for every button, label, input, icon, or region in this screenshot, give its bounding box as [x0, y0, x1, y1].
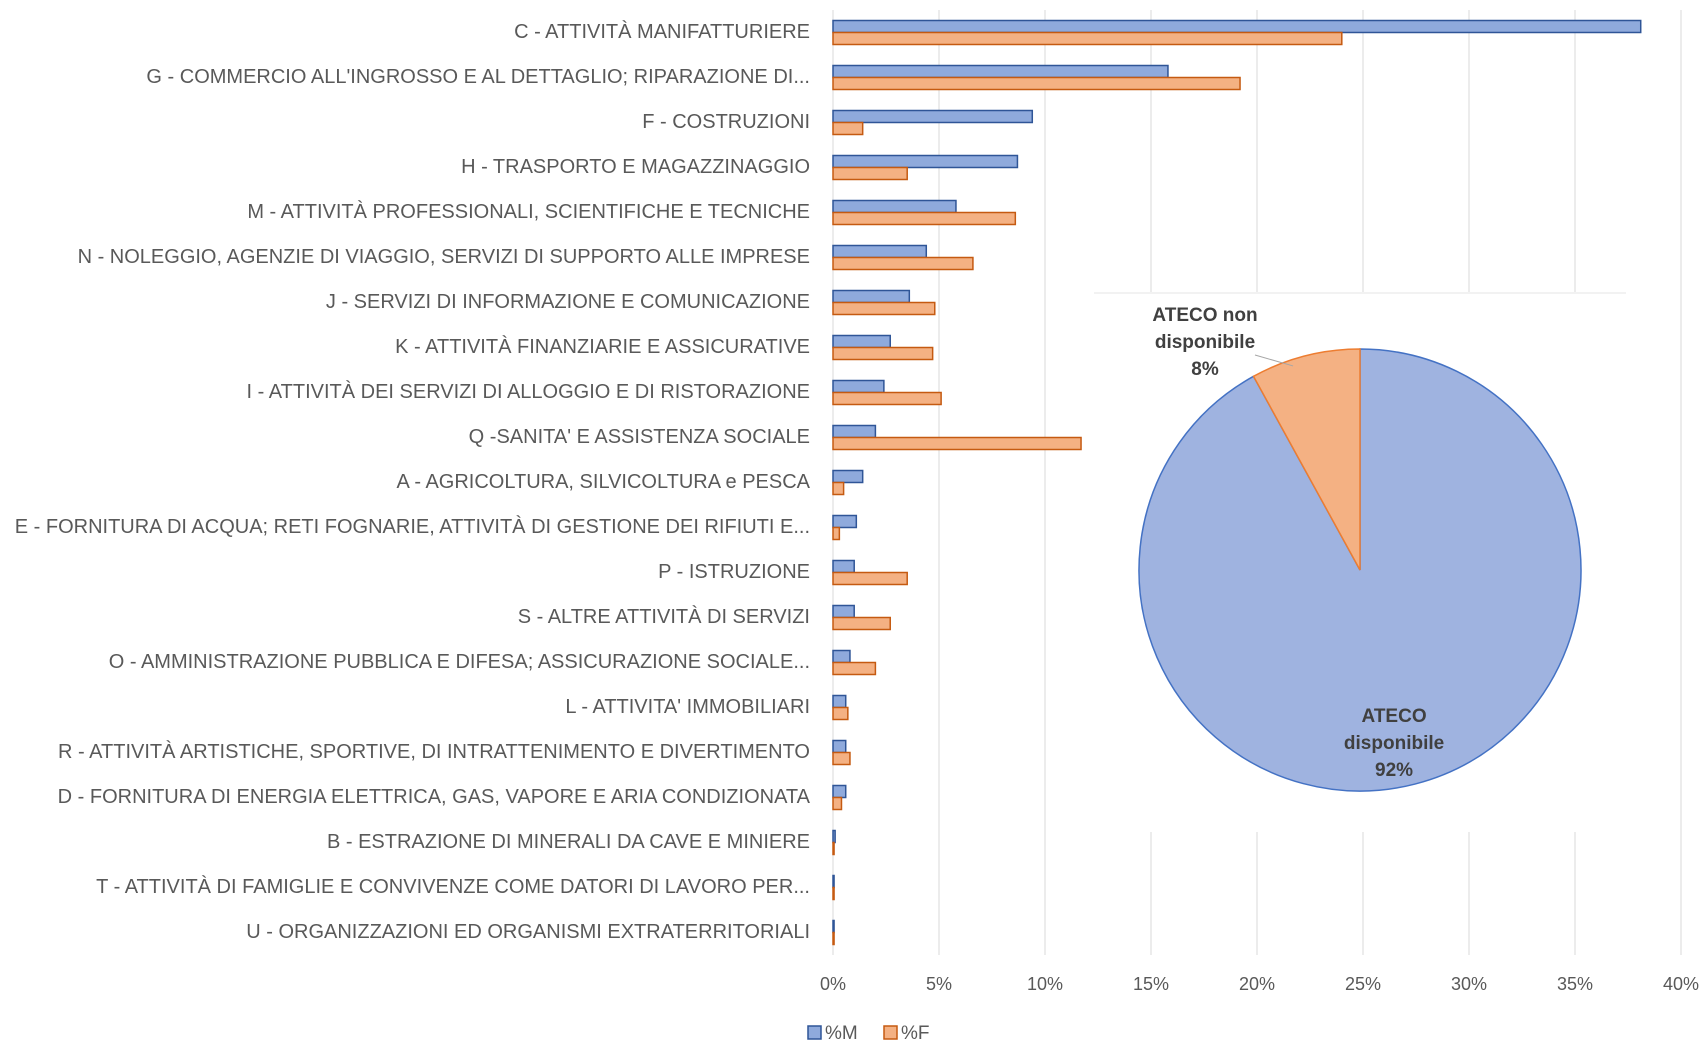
bar [832, 526, 841, 541]
bar [832, 751, 851, 766]
y-tick-label: M - ATTIVITÀ PROFESSIONALI, SCIENTIFICHE… [247, 200, 810, 223]
legend-label: %F [901, 1023, 930, 1044]
y-tick-label: Q -SANITA' E ASSISTENZA SOCIALE [469, 426, 810, 448]
bar [832, 874, 835, 889]
x-tick-label: 15% [1133, 974, 1169, 994]
bar [832, 661, 877, 676]
bar [832, 796, 843, 811]
x-tick-label: 0% [820, 974, 846, 994]
pie-category: ATECO non disponibile [1152, 305, 1258, 353]
bar [832, 694, 847, 709]
bar [832, 19, 1642, 34]
y-tick-label: K - ATTIVITÀ FINANZIARIE E ASSICURATIVE [395, 335, 810, 358]
y-tick-label: T - ATTIVITÀ DI FAMIGLIE E CONVIVENZE CO… [96, 875, 810, 898]
bar [832, 559, 855, 574]
bar [832, 886, 835, 901]
x-tick-label: 5% [926, 974, 952, 994]
legend-swatch [883, 1025, 898, 1040]
x-tick-label: 25% [1345, 974, 1381, 994]
bar [832, 121, 864, 136]
y-tick-label: R - ATTIVITÀ ARTISTICHE, SPORTIVE, DI IN… [58, 740, 810, 763]
pie-value-label: 8% [1191, 359, 1219, 380]
y-tick-label: C - ATTIVITÀ MANIFATTURIERE [514, 20, 810, 43]
bar [832, 706, 849, 721]
y-tick-label: U - ORGANIZZAZIONI ED ORGANISMI EXTRATER… [246, 921, 810, 943]
x-tick-label: 40% [1663, 974, 1699, 994]
bar [832, 379, 885, 394]
y-tick-label: D - FORNITURA DI ENERGIA ELETTRICA, GAS,… [58, 786, 811, 808]
bar [832, 784, 847, 799]
y-tick-label: L - ATTIVITA' IMMOBILIARI [565, 696, 810, 718]
legend-label: %M [825, 1023, 858, 1044]
bar [832, 346, 934, 361]
y-tick-label: S - ALTRE ATTIVITÀ DI SERVIZI [518, 605, 810, 628]
x-tick-label: 30% [1451, 974, 1487, 994]
y-tick-label: N - NOLEGGIO, AGENZIE DI VIAGGIO, SERVIZ… [78, 246, 810, 268]
pie-label: ATECO disponibile 92% [1329, 703, 1459, 784]
y-tick-label: A - AGRICOLTURA, SILVICOLTURA e PESCA [397, 471, 811, 493]
x-tick-label: 35% [1557, 974, 1593, 994]
bar [832, 391, 942, 406]
pie-value-label: 92% [1375, 759, 1414, 781]
bar [832, 166, 908, 181]
bar [832, 739, 847, 754]
bar [832, 289, 911, 304]
bar [832, 829, 836, 844]
y-tick-label: I - ATTIVITÀ DEI SERVIZI DI ALLOGGIO E D… [247, 380, 810, 403]
y-tick-label: F - COSTRUZIONI [642, 111, 810, 133]
bar [832, 571, 908, 586]
pie-slice [1138, 348, 1582, 792]
bar [832, 256, 974, 271]
bar [832, 616, 891, 631]
bar [832, 31, 1343, 46]
bar [832, 334, 891, 349]
y-tick-label: B - ESTRAZIONE DI MINERALI DA CAVE E MIN… [327, 831, 810, 853]
bar [832, 841, 835, 856]
bar [832, 931, 835, 946]
y-tick-label: E - FORNITURA DI ACQUA; RETI FOGNARIE, A… [15, 515, 810, 538]
y-tick-label: J - SERVIZI DI INFORMAZIONE E COMUNICAZI… [326, 291, 810, 313]
pie-slice [1252, 348, 1361, 571]
bar [832, 154, 1019, 169]
bar [832, 424, 877, 439]
pie-label: ATECO non disponibile 8% [1140, 302, 1270, 383]
bar [832, 301, 936, 316]
bar [832, 514, 858, 529]
x-tick-label: 20% [1239, 974, 1275, 994]
y-tick-label: H - TRASPORTO E MAGAZZINAGGIO [461, 156, 810, 178]
bar [832, 604, 855, 619]
bar [832, 436, 1082, 451]
bar [832, 76, 1241, 91]
legend-swatch [807, 1025, 822, 1040]
bar [832, 469, 864, 484]
leader-line [1254, 354, 1294, 367]
bar [832, 481, 845, 496]
bar [832, 64, 1169, 79]
y-tick-label: O - AMMINISTRAZIONE PUBBLICA E DIFESA; A… [109, 651, 810, 673]
bar [832, 199, 957, 214]
x-tick-label: 10% [1027, 974, 1063, 994]
bar [832, 244, 928, 259]
y-tick-label: G - COMMERCIO ALL'INGROSSO E AL DETTAGLI… [146, 66, 810, 88]
bar [832, 211, 1017, 226]
bar [832, 109, 1034, 124]
y-tick-label: P - ISTRUZIONE [658, 561, 810, 583]
pie-category: ATECO disponibile [1343, 705, 1445, 754]
bar [832, 649, 851, 664]
bar [832, 919, 835, 934]
